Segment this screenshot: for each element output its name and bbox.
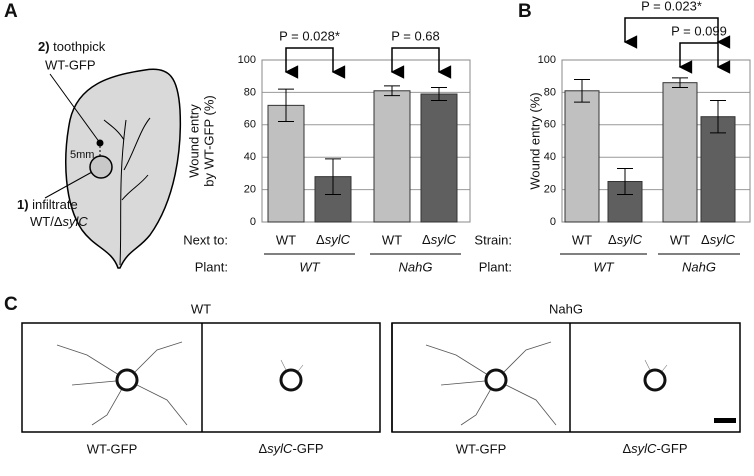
x-tick-label: ΔsylC xyxy=(316,232,351,247)
image-caption: WT-GFP xyxy=(456,441,507,456)
significance-bracket xyxy=(390,47,452,79)
p-value: P = 0.023* xyxy=(641,0,702,13)
significance-bracket xyxy=(623,17,731,49)
image-group-label: WT xyxy=(191,301,211,316)
plot-frame xyxy=(261,59,471,223)
image-caption: ΔsylC-GFP xyxy=(258,441,323,456)
p-value: P = 0.68 xyxy=(391,28,440,43)
row-label: Plant: xyxy=(479,259,512,274)
hyphae xyxy=(425,341,557,426)
error-bar xyxy=(278,88,294,123)
error-bar xyxy=(325,158,341,195)
x-tick-label: ΔsylC xyxy=(701,232,736,247)
image-caption: WT-GFP xyxy=(87,441,138,456)
significance-bracket xyxy=(678,42,731,74)
image-frame xyxy=(21,322,381,433)
y-tick-label: 40 xyxy=(244,151,256,163)
panel-label: C xyxy=(4,294,18,315)
y-tick-label: 60 xyxy=(244,119,256,131)
y-tick-label: 80 xyxy=(544,86,556,98)
x-tick-label: WT xyxy=(572,232,592,247)
leaf-diagram xyxy=(44,68,182,269)
x-tick-label: ΔsylC xyxy=(608,232,643,247)
significance-bracket xyxy=(284,47,346,79)
bar xyxy=(700,116,736,223)
error-bar xyxy=(672,77,688,89)
scale-bar xyxy=(714,418,736,423)
leaf-label: 1) infiltrate xyxy=(17,197,78,212)
p-value: P = 0.028* xyxy=(279,28,340,43)
error-bar xyxy=(617,168,633,195)
error-bar xyxy=(384,85,400,97)
y-tick-label: 0 xyxy=(250,216,256,228)
panel-label: B xyxy=(518,1,532,22)
group-label: NahG xyxy=(399,259,433,274)
row-label: Plant: xyxy=(195,259,228,274)
y-tick-label: 100 xyxy=(538,54,556,66)
leaf-text: 2) xyxy=(38,39,53,54)
bar xyxy=(564,90,600,223)
row-label: Strain: xyxy=(474,232,512,247)
y-axis-label: by WT-GFP (%) xyxy=(201,95,216,186)
group-label: WT xyxy=(299,259,320,274)
image-frame xyxy=(391,322,741,433)
x-tick-label: WT xyxy=(382,232,402,247)
leaf-label: 5mm xyxy=(70,149,94,161)
bar xyxy=(420,93,458,223)
error-bar xyxy=(431,87,447,101)
bar xyxy=(662,82,698,223)
x-tick-label: WT xyxy=(670,232,690,247)
plot-frame xyxy=(561,59,751,223)
wound xyxy=(279,368,303,392)
leaf-text: toothpick xyxy=(53,39,106,54)
x-tick-label: ΔsylC xyxy=(422,232,457,247)
bar xyxy=(267,104,305,223)
p-value: P = 0.099 xyxy=(671,23,727,38)
panel-label: A xyxy=(4,1,18,22)
y-axis-label: Wound entry (%) xyxy=(527,92,542,189)
group-label: NahG xyxy=(682,259,716,274)
image-caption: ΔsylC-GFP xyxy=(622,441,687,456)
hyphae xyxy=(56,341,188,426)
y-axis-label: Wound entry xyxy=(186,104,201,178)
wound xyxy=(643,368,667,392)
group-label: WT xyxy=(593,259,614,274)
error-bar xyxy=(710,100,726,134)
y-tick-label: 40 xyxy=(544,151,556,163)
wound xyxy=(484,368,508,392)
leaf-label: 2) toothpick xyxy=(38,39,106,54)
bar xyxy=(373,90,411,223)
wound xyxy=(115,368,139,392)
y-tick-label: 100 xyxy=(238,54,256,66)
error-bar xyxy=(574,78,590,103)
y-tick-label: 60 xyxy=(544,119,556,131)
leaf-label: WT/ΔsylC xyxy=(30,214,88,229)
leaf-text: 1) xyxy=(17,197,32,212)
y-tick-label: 20 xyxy=(244,184,256,196)
y-tick-label: 20 xyxy=(544,184,556,196)
image-group-label: NahG xyxy=(549,301,583,316)
row-label: Next to: xyxy=(183,232,228,247)
leaf-label: WT-GFP xyxy=(45,57,96,72)
x-tick-label: WT xyxy=(276,232,296,247)
leaf-text: infiltrate xyxy=(32,197,78,212)
y-tick-label: 80 xyxy=(244,86,256,98)
y-tick-label: 0 xyxy=(550,216,556,228)
